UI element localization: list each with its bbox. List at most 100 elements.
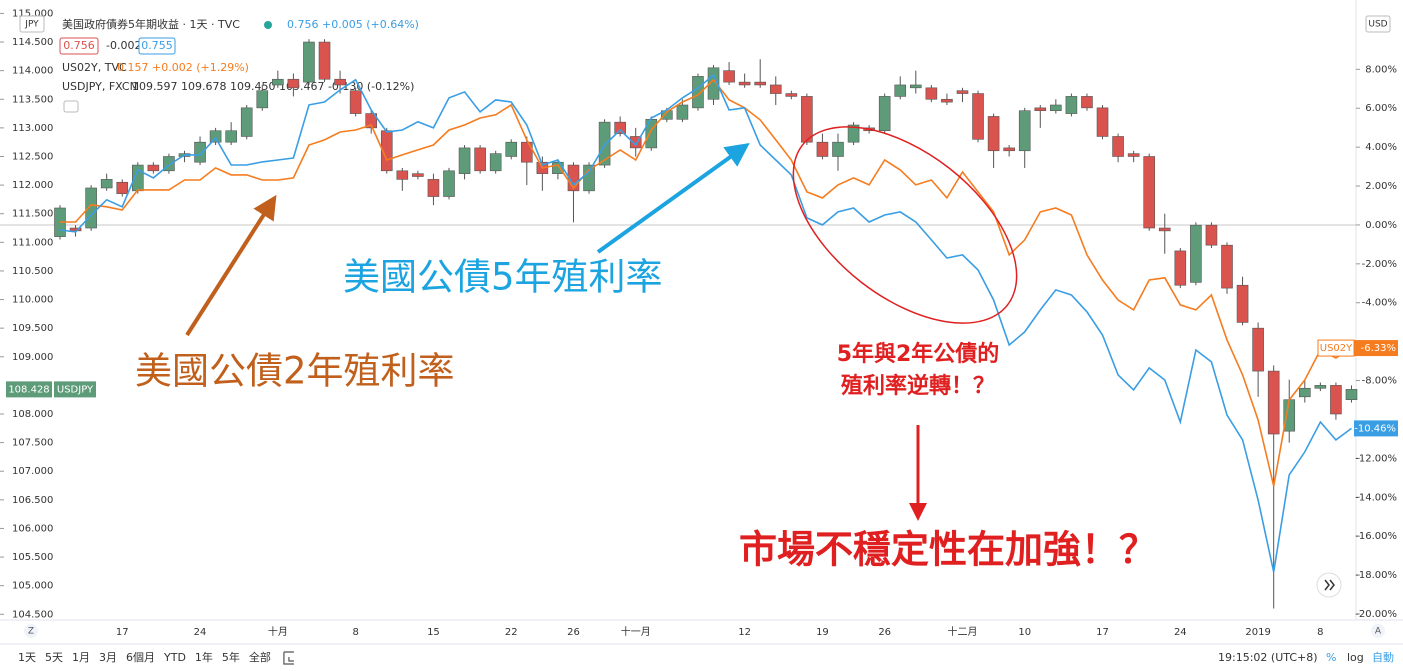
- x-tick-label: 十一月: [621, 625, 651, 638]
- scroll-icon: [1324, 579, 1335, 591]
- candle-body: [987, 116, 1000, 152]
- candle-body: [1314, 385, 1327, 389]
- candle-body: [1081, 96, 1093, 109]
- x-tick-label: 十月: [268, 625, 288, 638]
- x-tick-label: 22: [505, 627, 518, 638]
- symbol-tag-label: USDJPY: [57, 384, 94, 395]
- series-tag-label: US02Y: [1320, 343, 1353, 354]
- x-tick-label: 2019: [1245, 627, 1270, 638]
- timeframe-button[interactable]: 6個月: [126, 651, 155, 664]
- candle-body: [1018, 110, 1031, 152]
- candle-body: [287, 78, 300, 89]
- last-value-tag: [1354, 420, 1398, 437]
- timeframe-button[interactable]: 5年: [222, 650, 240, 664]
- candle-body: [847, 124, 860, 143]
- candle-body: [194, 141, 206, 163]
- compare-icon[interactable]: [283, 651, 294, 665]
- y-tick-label: 109.500: [12, 323, 53, 334]
- candle-body: [443, 170, 455, 197]
- change: -0.002: [106, 39, 141, 52]
- series-name: US02Y, TVC: [62, 61, 127, 74]
- scale-option[interactable]: 自動: [1372, 650, 1394, 664]
- title: 美国政府債券5年期收益 · 1天 · TVC: [62, 17, 240, 31]
- candle-body: [738, 81, 751, 86]
- candle-body: [832, 141, 844, 157]
- timeframe-button[interactable]: 3月: [99, 651, 117, 664]
- x-tick-label: 17: [1096, 627, 1109, 638]
- candle-body: [909, 84, 922, 89]
- y-tick-label: 113.000: [12, 123, 53, 134]
- candle-body: [769, 84, 782, 94]
- timeframe-button[interactable]: 1天: [18, 651, 36, 664]
- x-tick-label: 15: [427, 627, 440, 638]
- y2-tick-label: 8.00%: [1365, 64, 1397, 75]
- scale-button[interactable]: [1371, 624, 1385, 638]
- box-text: 0.755: [141, 39, 173, 52]
- y-tick-label: 112.500: [12, 151, 53, 162]
- timeframe-button[interactable]: 全部: [249, 650, 271, 664]
- timeframe-button[interactable]: 1年: [195, 650, 213, 664]
- unit-label: USD: [1368, 20, 1387, 30]
- y-tick-label: 110.000: [12, 295, 53, 306]
- y2-tick-label: -8.00%: [1362, 376, 1397, 387]
- candle-body: [598, 121, 611, 166]
- candle-body: [116, 181, 129, 194]
- candle-body: [1330, 385, 1342, 415]
- x-tick-label: 24: [194, 627, 207, 638]
- candle-body: [583, 164, 595, 192]
- candle-body: [520, 141, 533, 163]
- candle-body: [567, 164, 580, 192]
- candle-body: [1065, 96, 1078, 114]
- annotation: 美國公債5年殖利率: [343, 256, 663, 299]
- y-tick-label: 111.000: [12, 237, 53, 248]
- candle-body: [1205, 224, 1218, 246]
- y-tick-label: 111.500: [12, 209, 53, 220]
- candle-body: [240, 107, 253, 137]
- candle-body: [1252, 327, 1264, 372]
- y-tick-label: 110.500: [12, 266, 53, 277]
- candle-body: [925, 87, 938, 100]
- scale-button-label: A: [1375, 627, 1382, 637]
- series-line: [60, 78, 1352, 487]
- candle-body: [1127, 153, 1140, 157]
- candle-body: [816, 141, 829, 157]
- annotation: 殖利率逆轉！？: [841, 373, 995, 399]
- scale-button[interactable]: [24, 624, 38, 638]
- annotations: 美國公債2年殖利率 美國公債5年殖利率 5年與2年公債的 殖利率逆轉！？ 市場不…: [135, 126, 1157, 572]
- last-value-tag: [1354, 340, 1398, 357]
- box: [138, 37, 176, 55]
- timeframe-button[interactable]: YTD: [163, 651, 186, 664]
- y-tick-label: 113.500: [12, 94, 53, 105]
- candle-body: [396, 170, 409, 180]
- candle-body: [1190, 224, 1202, 283]
- y-tick-label: 105.500: [12, 552, 53, 563]
- x-tick-label: 8: [352, 627, 358, 638]
- candle-body: [256, 90, 269, 109]
- annotation: 市場不穩定性在加強！？: [739, 528, 1157, 572]
- y2-tick-label: -16.00%: [1355, 531, 1397, 542]
- timeframe-button[interactable]: 1月: [72, 651, 90, 664]
- box-text: 0.756: [63, 39, 95, 52]
- collapse-button[interactable]: [63, 100, 79, 113]
- scale-option[interactable]: log: [1347, 651, 1364, 664]
- unit-box[interactable]: [1365, 15, 1391, 33]
- candle-body: [272, 78, 284, 86]
- box: [59, 37, 99, 55]
- scale-option[interactable]: %: [1326, 651, 1336, 664]
- unit-box[interactable]: [19, 15, 45, 33]
- candle-body: [676, 104, 689, 120]
- y2-tick-label: 4.00%: [1365, 142, 1397, 153]
- candle-body: [1267, 370, 1280, 435]
- y-tick-label: 114.500: [12, 37, 53, 48]
- price-tag: [6, 381, 52, 398]
- y2-tick-label: 2.00%: [1365, 181, 1397, 192]
- candle-body: [785, 93, 798, 97]
- candle-body: [349, 90, 362, 114]
- y2-tick-label: -14.00%: [1355, 492, 1397, 503]
- candle-body: [1345, 389, 1358, 400]
- timeframe-button[interactable]: 5天: [45, 651, 63, 664]
- candle-body: [894, 84, 907, 97]
- candle-body: [972, 93, 984, 140]
- x-tick-label: 12: [738, 627, 751, 638]
